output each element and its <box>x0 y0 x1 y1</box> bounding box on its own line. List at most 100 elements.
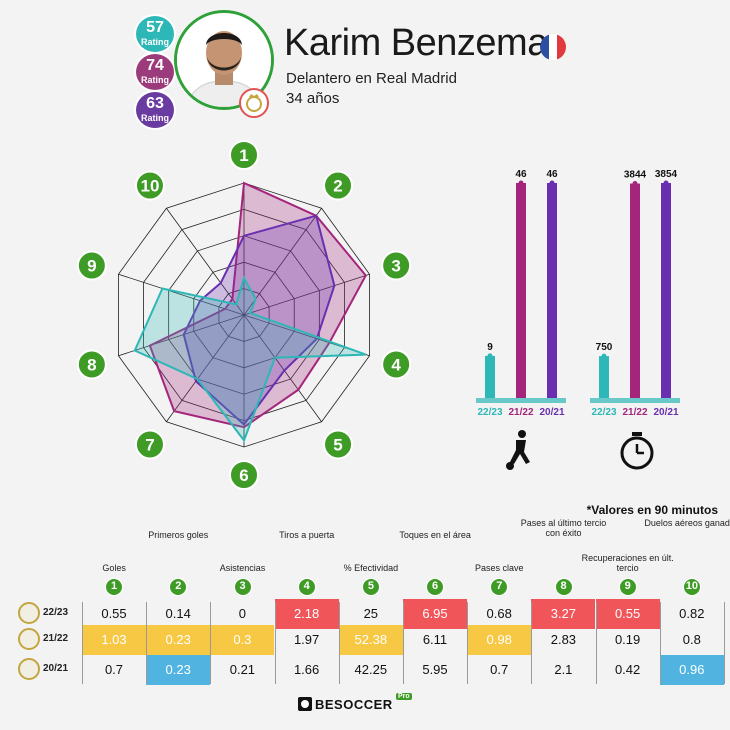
table-cell: 0.82 <box>679 606 705 621</box>
column-divider <box>531 602 533 684</box>
column-divider <box>146 602 148 684</box>
svg-text:4: 4 <box>391 355 401 374</box>
table-cell: 2.83 <box>550 632 577 647</box>
football-player-icon <box>506 430 530 470</box>
radar-axis-label: 5 <box>323 429 354 460</box>
bar-cap-dot <box>632 181 638 187</box>
svg-text:10: 10 <box>140 177 159 196</box>
bar-2021 <box>547 183 557 398</box>
radar-axis-label: 9 <box>76 250 107 281</box>
column-number-badge: 9 <box>618 578 637 596</box>
column-number-badge: 4 <box>297 578 316 596</box>
column-number-badge: 1 <box>105 578 124 596</box>
rating-value: 74 <box>146 57 164 74</box>
table-cell: 0.21 <box>229 662 256 677</box>
radar-axis-label: 3 <box>381 250 412 281</box>
bar-value-label: 750 <box>596 342 613 353</box>
column-divider <box>274 602 276 684</box>
column-number-badge: 3 <box>233 578 252 596</box>
column-header-label: Pases clave <box>475 563 524 573</box>
rating-value: 57 <box>146 19 164 36</box>
column-header-label: Tiros a puerta <box>279 530 335 540</box>
bar-value-label: 3844 <box>624 170 647 181</box>
table-cell: 0.7 <box>490 662 509 677</box>
table-cell: 1.66 <box>293 662 320 677</box>
column-header-label: Pases al último tercio con éxito <box>520 518 607 538</box>
radar-axis-label: 7 <box>134 429 165 460</box>
radar-series-2122 <box>148 181 367 429</box>
bar-cap-dot <box>487 353 493 359</box>
rating-badge-2122: 74 Rating <box>134 52 176 92</box>
table-cell: 1.03 <box>82 625 146 655</box>
svg-text:9: 9 <box>87 257 96 276</box>
bar-cap-dot <box>663 180 669 186</box>
table-cell: 2.1 <box>554 662 573 677</box>
radar-axis-label: 1 <box>229 140 259 170</box>
radar-axis-label: 10 <box>134 170 165 201</box>
bar-category-label: 20/21 <box>539 407 564 418</box>
besoccer-logo: BESOCCER <box>315 697 393 712</box>
svg-text:6: 6 <box>239 466 248 485</box>
column-header-label: Recuperaciones en últ. tercio <box>581 553 674 573</box>
column-divider <box>659 602 661 684</box>
svg-text:8: 8 <box>87 355 96 374</box>
row-season-label: 20/21 <box>43 663 69 674</box>
table-cell: 0 <box>238 606 246 621</box>
rating-label: Rating <box>141 37 169 47</box>
rating-badge-2223: 57 Rating <box>134 14 176 54</box>
table-row: 22/23 0.55 0.14 0 2.18 25 6.95 0.68 3.27 0.55 0.82 <box>18 599 718 629</box>
table-cell: 0.8 <box>682 632 701 647</box>
svg-text:1: 1 <box>239 146 248 165</box>
table-cell: 0.19 <box>614 632 641 647</box>
table-cell: 25 <box>363 606 379 621</box>
club-crest-icon <box>18 658 40 680</box>
radar-axis-label: 2 <box>323 170 354 201</box>
column-number-badge: 8 <box>554 578 573 596</box>
table-row: 20/21 0.7 0.23 0.21 1.66 42.25 5.95 0.7 2.1 0.42 0… <box>18 655 724 685</box>
bar-category-label: 20/21 <box>653 407 678 418</box>
column-header-label: Primeros goles <box>148 530 209 540</box>
column-divider <box>210 602 212 684</box>
column-divider <box>403 602 404 684</box>
radar-spoke <box>243 207 322 316</box>
table-cell: 0.3 <box>210 625 275 655</box>
table-cell: 42.25 <box>354 662 388 677</box>
table-row: 21/22 1.03 0.23 0.3 1.97 52.38 6.11 0.98 2.83 0.1… <box>18 625 718 655</box>
radar-series-2021 <box>182 214 336 427</box>
column-header-label: Duelos aéreos ganados <box>644 518 730 528</box>
besoccer-pro-badge: Pro <box>396 693 412 700</box>
rating-value: 63 <box>146 95 164 112</box>
table-cell: 5.95 <box>422 662 448 677</box>
column-number-badge: 2 <box>169 578 188 596</box>
column-number-badge: 5 <box>361 578 380 596</box>
table-cell: 6.95 <box>403 599 467 629</box>
table-cell: 0.14 <box>165 606 191 621</box>
bar-category-label: 21/22 <box>622 407 647 418</box>
table-cell: 0.23 <box>146 655 211 685</box>
bar-value-label: 9 <box>487 342 493 353</box>
svg-text:5: 5 <box>333 435 342 454</box>
rating-badge-2021: 63 Rating <box>134 90 176 130</box>
table-cell: 2.18 <box>274 599 339 629</box>
row-season-label: 22/23 <box>43 607 69 618</box>
stopwatch-icon <box>620 432 654 470</box>
rating-label: Rating <box>141 113 169 123</box>
table-cell: 6.11 <box>422 632 448 647</box>
column-divider <box>467 602 469 684</box>
table-cell: 1.97 <box>293 632 320 647</box>
column-number-badge: 6 <box>426 578 445 596</box>
svg-text:7: 7 <box>145 435 154 454</box>
club-crest-icon <box>18 602 40 624</box>
column-divider <box>595 602 597 684</box>
club-crest-icon <box>239 88 269 118</box>
bar-2122 <box>630 183 640 398</box>
player-header: 57 Rating 74 Rating 63 Rating Karim Benz… <box>134 10 594 130</box>
column-header-label: Goles <box>102 563 126 573</box>
radar-spoke <box>243 273 370 316</box>
column-number-badge: 10 <box>682 578 701 596</box>
player-photo <box>174 10 274 110</box>
bar-2021 <box>661 183 671 398</box>
table-cell: 0.23 <box>146 625 211 655</box>
column-divider <box>724 602 725 684</box>
bar-category-label: 22/23 <box>591 407 616 418</box>
